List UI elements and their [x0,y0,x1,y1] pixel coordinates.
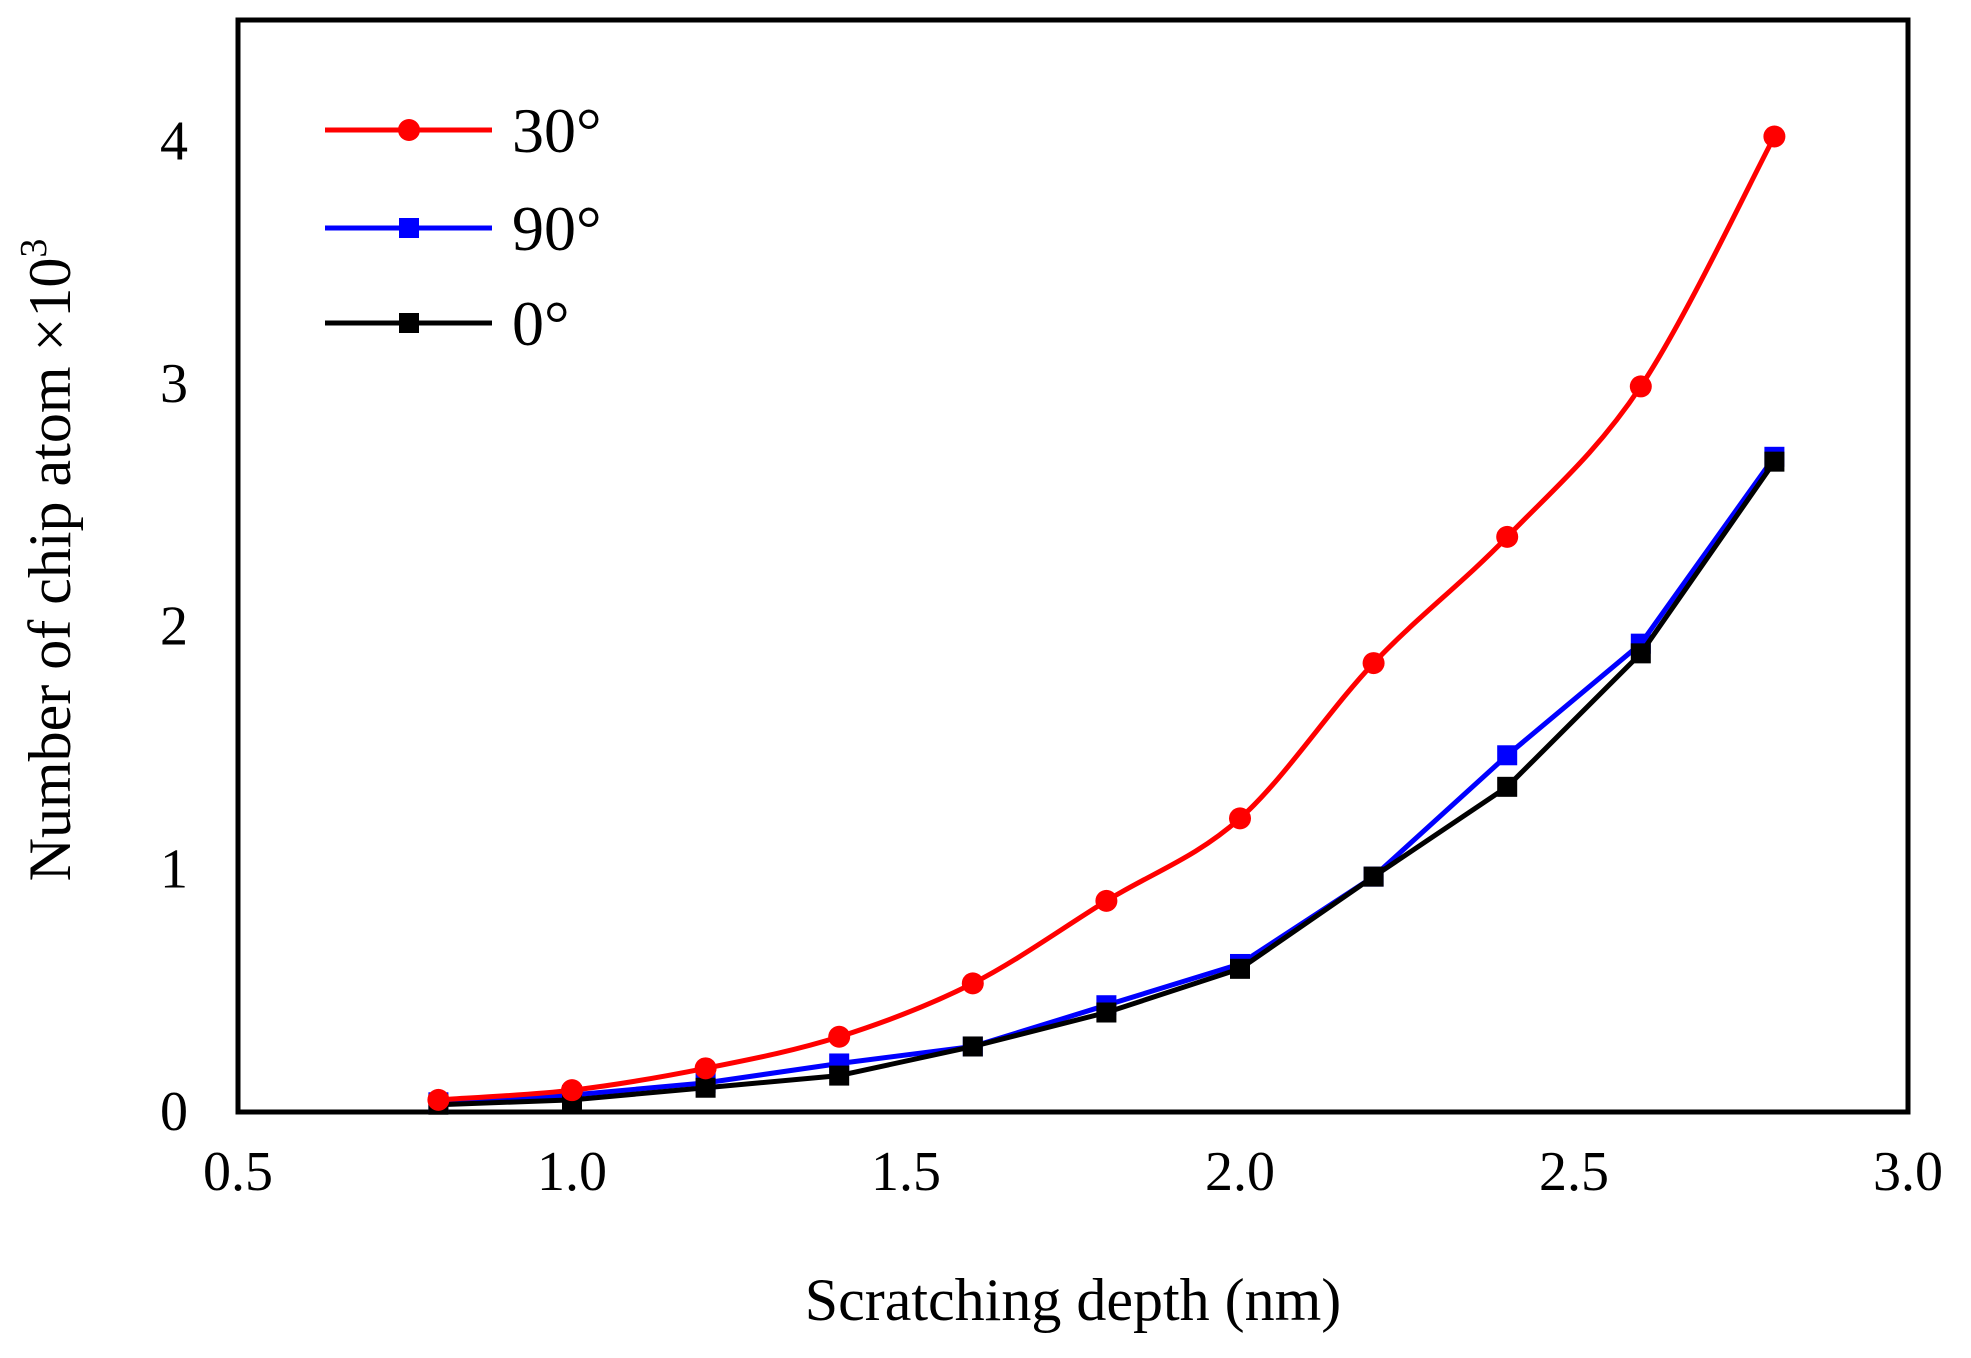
series-0deg [428,451,1785,1115]
y-tick-label: 4 [160,110,188,172]
series-30deg-point [1362,652,1385,675]
series-30deg-point [694,1057,717,1080]
svg-text:Number of chip atom ×103: Number of chip atom ×103 [13,239,83,882]
y-tick-label: 2 [160,596,188,658]
y-axis-title-superscript: 3 [13,239,55,258]
series-0deg-point [1096,1002,1117,1023]
series-layer [427,125,1786,1115]
y-tick-label: 3 [160,353,188,415]
y-tick-label: 1 [160,838,188,900]
series-30deg-point [1496,525,1519,548]
x-tick-label: 1.5 [871,1141,941,1203]
series-0deg-point [1497,776,1518,797]
legend-item-30deg-label: 30° [512,95,602,166]
x-tick-label: 1.0 [537,1141,607,1203]
plot-area-frame [235,17,1911,1115]
series-30deg-point [828,1025,851,1048]
legend-item-90deg: 90° [325,193,602,264]
series-90deg-point [1497,745,1518,766]
series-0deg-point [1630,643,1651,664]
series-30deg-point [561,1079,583,1102]
legend-item-0deg-label: 0° [512,288,570,359]
x-axis-ticks: 0.5 1.0 1.5 2.0 2.5 3.0 [203,1141,1943,1203]
legend-item-30deg-marker [398,119,420,141]
legend-item-30deg: 30° [325,95,602,166]
y-tick-label: 0 [160,1081,188,1143]
series-30deg-point [427,1088,450,1111]
x-axis-title: Scratching depth (nm) [805,1267,1342,1333]
legend-item-90deg-marker [399,218,419,238]
series-30deg-point [1095,889,1118,912]
series-30deg [427,125,1786,1111]
y-axis-title-main: Number of chip atom ×10 [17,258,83,882]
series-0deg-point [1764,451,1785,472]
series-0deg-point [829,1065,850,1086]
series-30deg-line [438,135,1777,1103]
x-tick-label: 3.0 [1873,1141,1943,1203]
series-30deg-point [1629,375,1652,398]
series-0deg-point [1363,866,1384,887]
legend-item-0deg: 0° [325,288,570,359]
series-0deg-point [962,1036,983,1057]
legend: 30° 90° 0° [325,95,602,359]
series-0deg-point [695,1077,716,1098]
x-tick-label: 2.5 [1539,1141,1609,1203]
series-30deg-point [961,972,984,995]
legend-item-0deg-marker [399,313,419,333]
series-30deg-point [1229,807,1251,830]
series-0deg-point [1230,958,1250,979]
x-tick-label: 2.0 [1205,1141,1275,1203]
y-axis-ticks: 0 1 2 3 4 [160,110,188,1143]
y-axis-title: Number of chip atom ×103 [13,239,83,882]
x-tick-label: 0.5 [203,1141,273,1203]
series-30deg-point [1763,125,1786,148]
legend-item-90deg-label: 90° [512,193,602,264]
